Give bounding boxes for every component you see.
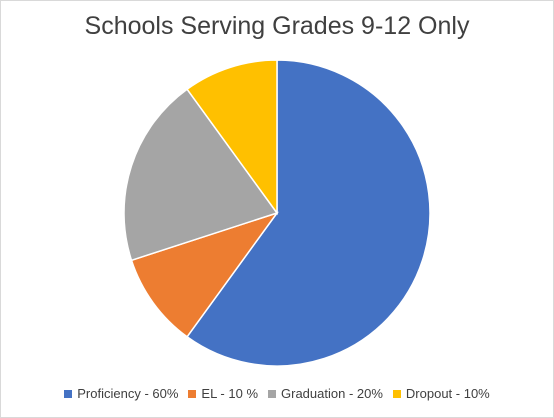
legend: Proficiency - 60% EL - 10 % Graduation -… [0,386,554,401]
pie-slice-dropout [186,59,278,216]
chart-title: Schools Serving Grades 9-12 Only [84,12,470,40]
legend-swatch-graduation [268,389,277,398]
legend-label-graduation: Graduation - 20% [281,386,383,401]
legend-label-proficiency: Proficiency - 60% [77,386,179,401]
legend-swatch-proficiency [64,389,73,398]
pie-slice-graduation [123,88,279,262]
legend-label-el: EL - 10 % [201,386,259,401]
pie-slices [123,59,431,367]
legend-label-dropout: Dropout - 10% [405,386,490,401]
pie-slice-proficiency [186,59,431,367]
legend-swatch-dropout [392,389,401,398]
legend-item-dropout: Dropout - 10% [392,386,490,401]
legend-item-graduation: Graduation - 20% [268,386,383,401]
legend-item-el: EL - 10 % [188,386,258,401]
legend-swatch-el [188,389,197,398]
pie-slice-el [130,211,279,338]
legend-item-proficiency: Proficiency - 60% [64,386,178,401]
